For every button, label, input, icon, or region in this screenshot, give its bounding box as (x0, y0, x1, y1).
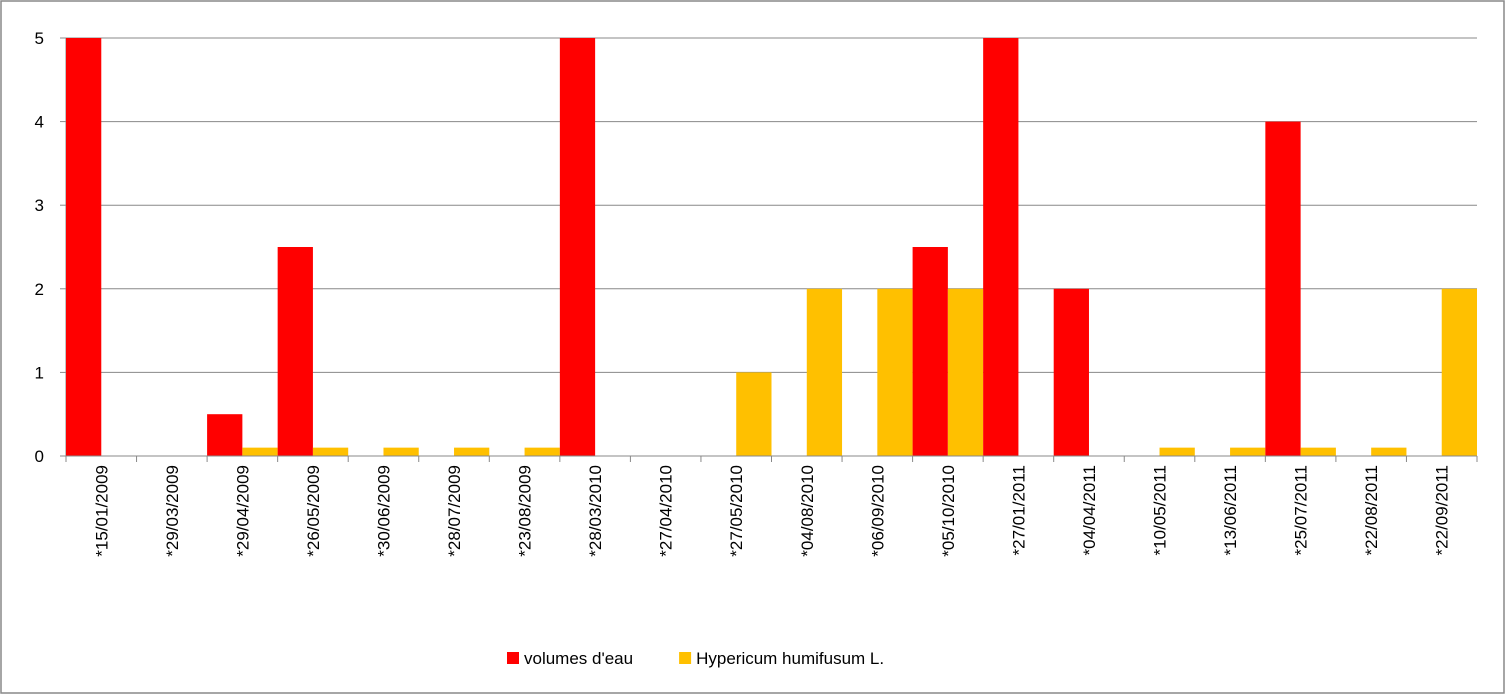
bar (524, 447, 560, 456)
bar (1371, 447, 1407, 456)
bar (983, 38, 1019, 456)
x-tick-label: *25/07/2011 (1292, 465, 1311, 555)
bar (1300, 447, 1336, 456)
bar (736, 372, 772, 456)
x-tick-label: *22/08/2011 (1362, 465, 1381, 555)
y-tick-label: 3 (35, 196, 44, 215)
y-tick-label: 1 (35, 363, 44, 382)
bar (1441, 288, 1477, 456)
bar (66, 38, 102, 456)
x-tick-label: *29/03/2009 (163, 465, 182, 557)
bar (1265, 121, 1301, 456)
x-tick-label: *22/09/2011 (1433, 465, 1452, 555)
legend-swatch (507, 652, 519, 664)
y-tick-label: 4 (35, 113, 44, 132)
x-tick-label: *23/08/2009 (516, 465, 535, 557)
bar (912, 247, 948, 456)
x-tick-label: *05/10/2010 (939, 465, 958, 557)
bar (1230, 447, 1266, 456)
x-tick-label: *04/08/2010 (798, 465, 817, 557)
bar (947, 288, 984, 456)
x-tick-label: *27/01/2011 (1009, 465, 1028, 555)
bar (559, 38, 596, 456)
x-tick-label: *28/03/2010 (586, 465, 605, 557)
y-tick-label: 5 (35, 29, 44, 48)
bar (277, 247, 313, 456)
legend-label: Hypericum humifusum L. (696, 649, 884, 668)
x-tick-label: *30/06/2009 (374, 465, 393, 557)
x-tick-label: *26/05/2009 (304, 465, 323, 557)
legend-label: volumes d'eau (524, 649, 633, 668)
bar (312, 447, 349, 456)
y-tick-label: 0 (35, 447, 44, 466)
x-tick-label: *04/04/2011 (1080, 465, 1099, 555)
bar (877, 288, 913, 456)
x-tick-label: *27/04/2010 (657, 465, 676, 557)
bar (383, 447, 419, 456)
x-tick-label: *15/01/2009 (92, 465, 111, 557)
legend-swatch (679, 652, 692, 664)
bar (242, 447, 278, 456)
y-tick-label: 2 (35, 280, 44, 299)
bar (806, 288, 843, 456)
x-tick-label: *29/04/2009 (233, 465, 252, 557)
x-tick-label: *28/07/2009 (445, 465, 464, 557)
bar (207, 414, 243, 456)
x-tick-label: *13/06/2011 (1221, 465, 1240, 555)
bar (1053, 288, 1089, 456)
x-tick-label: *10/05/2011 (1151, 465, 1170, 555)
bar (454, 447, 490, 456)
x-tick-label: *06/09/2010 (868, 465, 887, 557)
x-tick-label: *27/05/2010 (727, 465, 746, 557)
bar (1159, 447, 1195, 456)
